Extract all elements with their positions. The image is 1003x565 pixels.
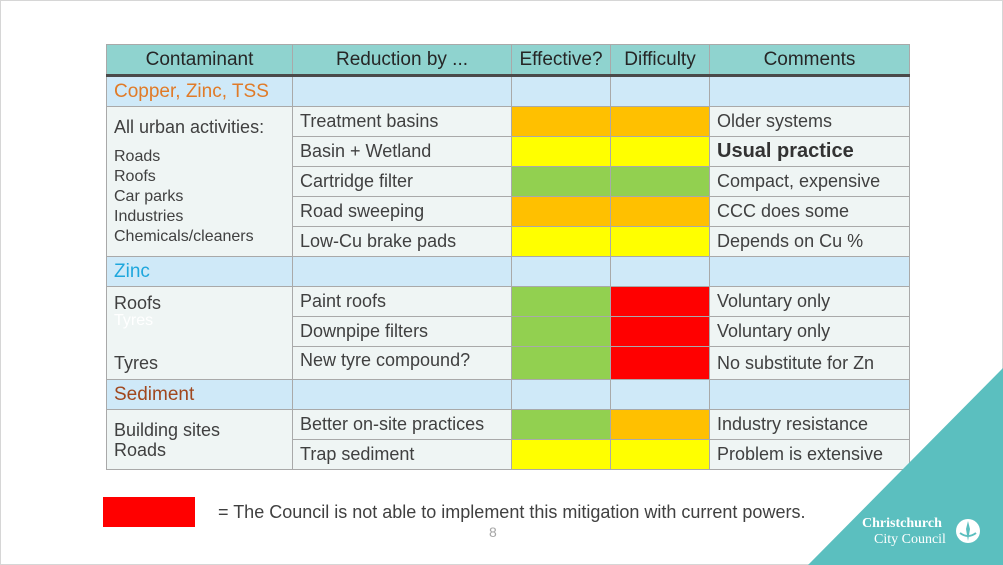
comment-cell: Older systems [709, 106, 910, 137]
difficulty-rating [610, 166, 710, 197]
measure-cell: New tyre compound? [292, 346, 512, 380]
group-row-copper-zinc-tss: Copper, Zinc, TSS [106, 75, 910, 107]
effective-rating [511, 196, 611, 227]
difficulty-rating [610, 226, 710, 257]
comment-cell: Industry resistance [709, 409, 910, 440]
effective-rating [511, 439, 611, 470]
table-header-row: Contaminant Reduction by ... Effective? … [106, 44, 910, 77]
sources-heading: All urban activities: [114, 116, 265, 137]
group-title: Copper, Zinc, TSS [106, 75, 293, 107]
logo-line-2: City Council [874, 532, 946, 547]
contaminant-sources: Roofs Tyres Tyres [106, 286, 293, 380]
difficulty-rating [610, 106, 710, 137]
council-logo: Christchurch City Council [862, 516, 946, 548]
table-row: Road sweeping CCC does some [107, 196, 910, 227]
contaminant-sources: All urban activities: Roads Roofs Car pa… [106, 106, 293, 257]
measure-cell: Basin + Wetland [292, 136, 512, 167]
difficulty-rating [610, 196, 710, 227]
effective-rating [511, 409, 611, 440]
measure-cell: Paint roofs [292, 286, 512, 317]
difficulty-rating [610, 409, 710, 440]
effective-rating [511, 346, 611, 380]
table-row: All urban activities: Roads Roofs Car pa… [106, 106, 910, 257]
comment-cell: Depends on Cu % [709, 226, 910, 257]
measure-cell: Treatment basins [292, 106, 512, 137]
header-contaminant: Contaminant [106, 44, 293, 77]
source-item: Roads [114, 439, 167, 460]
table-row: Trap sediment Problem is extensive [107, 439, 910, 470]
measure-cell: Downpipe filters [292, 316, 512, 347]
page-number: 8 [489, 524, 497, 540]
comment-cell: No substitute for Zn [709, 346, 910, 380]
difficulty-rating [610, 286, 710, 317]
legend-text: = The Council is not able to implement t… [218, 502, 806, 522]
logo-line-1: Christchurch [862, 516, 942, 531]
effective-rating [511, 286, 611, 317]
mitigation-table: Contaminant Reduction by ... Effective? … [106, 44, 910, 470]
cathedral-logo-icon [956, 519, 980, 543]
header-comments: Comments [709, 44, 910, 77]
difficulty-rating [610, 136, 710, 167]
group-row-zinc: Zinc [106, 256, 910, 287]
legend-red-swatch [103, 497, 195, 527]
difficulty-rating [610, 346, 710, 380]
comment-cell: Compact, expensive [709, 166, 910, 197]
source-item: Industries [114, 207, 184, 225]
source-item: Building sites [114, 419, 221, 440]
source-item: Roofs [114, 167, 156, 185]
comment-cell: Usual practice [709, 136, 910, 167]
comment-cell: Voluntary only [709, 286, 910, 317]
group-title: Sediment [106, 379, 293, 410]
difficulty-rating [610, 316, 710, 347]
measure-cell: Cartridge filter [292, 166, 512, 197]
source-item-hidden: Tyres [114, 312, 154, 329]
effective-rating [511, 226, 611, 257]
source-item: Roofs [114, 293, 162, 313]
source-item: Roads [114, 147, 161, 165]
table-row: Building sites Roads Better on-site prac… [106, 409, 910, 470]
measure-cell: Better on-site practices [292, 409, 512, 440]
effective-rating [511, 136, 611, 167]
table-row: Roofs Tyres Tyres Paint roofs Voluntary … [106, 286, 910, 380]
effective-rating [511, 166, 611, 197]
contaminant-sources: Building sites Roads [106, 409, 293, 470]
measure-cell: Road sweeping [292, 196, 512, 227]
group-row-sediment: Sediment [106, 379, 910, 410]
effective-rating [511, 106, 611, 137]
comment-cell: CCC does some [709, 196, 910, 227]
measure-cell: Low-Cu brake pads [292, 226, 512, 257]
header-effective: Effective? [511, 44, 611, 77]
effective-rating [511, 316, 611, 347]
difficulty-rating [610, 439, 710, 470]
source-item: Car parks [114, 187, 184, 205]
comment-cell: Problem is extensive [709, 439, 910, 470]
header-reduction: Reduction by ... [292, 44, 512, 77]
group-title: Zinc [106, 256, 293, 287]
source-item: Tyres [114, 353, 159, 373]
measure-cell: Trap sediment [292, 439, 512, 470]
table-row: Downpipe filters Voluntary only [107, 316, 910, 347]
comment-cell: Voluntary only [709, 316, 910, 347]
source-item: Chemicals/cleaners [114, 227, 254, 245]
header-difficulty: Difficulty [610, 44, 710, 77]
